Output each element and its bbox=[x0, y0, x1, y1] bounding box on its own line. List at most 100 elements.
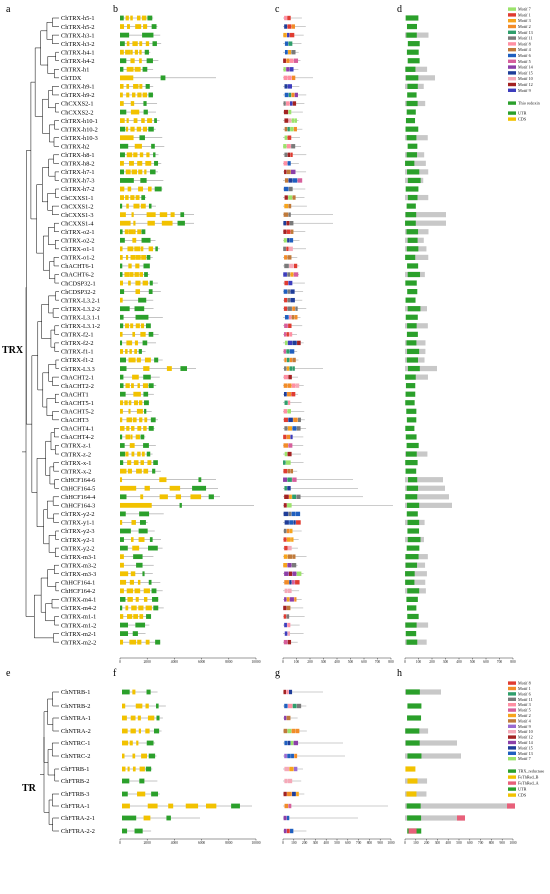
motif-block bbox=[286, 144, 291, 149]
cds-block bbox=[132, 753, 136, 759]
utr-block bbox=[120, 366, 127, 371]
gene-label: ChCXXS1-3 bbox=[61, 212, 94, 219]
utr-block bbox=[148, 331, 154, 337]
cds-block bbox=[132, 374, 139, 380]
cds-block bbox=[120, 408, 123, 414]
utr-block bbox=[154, 118, 157, 123]
grey-domain bbox=[405, 740, 457, 746]
thioredoxin-domain bbox=[407, 348, 420, 355]
gene-label: ChNTRB-2 bbox=[61, 703, 90, 710]
cds-block bbox=[136, 126, 142, 132]
cds-block bbox=[128, 280, 131, 286]
legend-label: FeThRed_A bbox=[518, 781, 539, 786]
motif-block bbox=[287, 255, 292, 260]
legend-label: Thio redoxin bbox=[518, 101, 541, 106]
gene-label: ChTRX-y1-1 bbox=[61, 520, 95, 527]
legend-label: Motif 10 bbox=[518, 729, 533, 734]
motif-block bbox=[284, 263, 289, 269]
motif-block bbox=[287, 778, 293, 784]
legend-swatch bbox=[508, 42, 516, 46]
motif-block bbox=[293, 417, 298, 423]
motif-block bbox=[284, 778, 288, 784]
axis-tick-label: 800 bbox=[510, 660, 516, 664]
cds-block bbox=[137, 451, 141, 457]
utr-block bbox=[179, 502, 182, 508]
panel-label-b: b bbox=[113, 4, 118, 15]
motif-block bbox=[290, 101, 293, 106]
thioredoxin-domain bbox=[405, 126, 419, 132]
legend-swatch bbox=[508, 692, 516, 696]
thioredoxin-domain bbox=[405, 118, 416, 124]
cds-block bbox=[145, 41, 150, 47]
thioredoxin-domain bbox=[406, 32, 417, 38]
thioredoxin-domain bbox=[405, 562, 418, 568]
thioredoxin-domain bbox=[406, 135, 417, 141]
motif-block bbox=[283, 272, 287, 277]
utr-block bbox=[120, 545, 128, 551]
motif-block bbox=[283, 109, 289, 115]
motif-block bbox=[290, 468, 294, 474]
utr-block bbox=[120, 229, 123, 235]
cds-block bbox=[133, 400, 139, 406]
legend-label: UTR bbox=[518, 787, 527, 792]
cds-block bbox=[138, 186, 144, 192]
utr-block bbox=[146, 614, 152, 619]
cds-block bbox=[122, 728, 128, 734]
grey-domain bbox=[405, 66, 428, 72]
cds-block bbox=[120, 92, 123, 98]
utr-block bbox=[120, 66, 124, 72]
legend-label: Motif 5 bbox=[518, 708, 531, 713]
motif-block bbox=[289, 366, 293, 371]
cds-block bbox=[141, 255, 147, 260]
motif-block bbox=[289, 221, 294, 226]
legend-swatch bbox=[508, 7, 516, 11]
motif-block bbox=[289, 58, 294, 63]
motif-block bbox=[289, 332, 293, 337]
cds-block bbox=[130, 58, 135, 64]
motif-block bbox=[283, 75, 288, 81]
panel-h-domains bbox=[405, 689, 515, 834]
utr-block bbox=[146, 689, 151, 695]
cds-block bbox=[138, 400, 143, 406]
cds-block bbox=[140, 460, 144, 465]
cds-block bbox=[125, 195, 129, 200]
motif-block bbox=[287, 486, 291, 491]
utr-block bbox=[120, 537, 124, 542]
cds-block bbox=[132, 92, 136, 98]
cds-block bbox=[125, 451, 129, 457]
utr-block bbox=[120, 109, 127, 115]
gene-label: ChACHT6-1 bbox=[61, 263, 94, 270]
cds-block bbox=[139, 41, 143, 47]
axis-tick-label: 300 bbox=[321, 660, 327, 664]
motif-block bbox=[292, 554, 296, 559]
gene-label: ChTRX-h9-2 bbox=[61, 92, 95, 99]
motif-block bbox=[286, 221, 290, 226]
gene-label: ChTRX-y2-2 bbox=[61, 511, 95, 518]
gene-label: ChTRX-h7-3 bbox=[61, 178, 95, 185]
motif-block bbox=[283, 306, 288, 311]
gene-label: ChACHT6-2 bbox=[61, 272, 94, 279]
gene-label: ChTRX-f1-1 bbox=[61, 349, 94, 356]
motif-block bbox=[293, 58, 299, 63]
cds-block bbox=[134, 246, 141, 252]
thioredoxin-domain bbox=[405, 400, 415, 406]
thioredoxin-domain bbox=[405, 689, 420, 695]
gene-label: ChHCF164-2 bbox=[61, 588, 95, 595]
motif-block bbox=[292, 178, 298, 183]
motif-block bbox=[284, 315, 289, 320]
motif-block bbox=[291, 169, 296, 175]
gene-label: ChHCF164-3 bbox=[61, 503, 95, 510]
cds-block bbox=[136, 15, 141, 21]
panel-label-g: g bbox=[275, 668, 280, 679]
motif-block bbox=[283, 460, 286, 465]
cds-block bbox=[140, 331, 146, 337]
gene-label: ChTRX-o1-1 bbox=[61, 246, 95, 253]
legend-label: Motif 15 bbox=[518, 70, 533, 75]
cds-block bbox=[137, 791, 146, 797]
panel-label-c: c bbox=[275, 4, 280, 15]
motif-block bbox=[293, 740, 299, 746]
cds-block bbox=[120, 186, 125, 192]
motif-block bbox=[295, 580, 300, 585]
utr-block bbox=[120, 451, 126, 457]
axis-tick-label: 800 bbox=[388, 660, 394, 664]
